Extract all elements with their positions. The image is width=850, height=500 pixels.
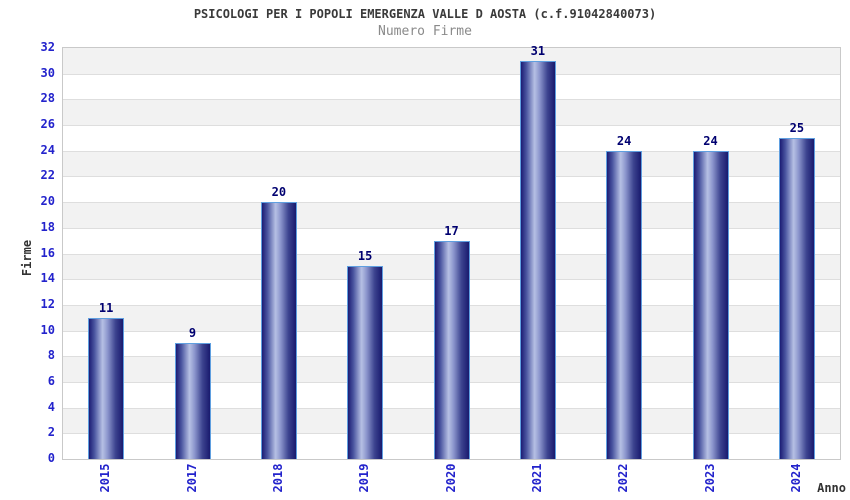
x-tick-label: 2017 [184, 463, 199, 493]
y-tick-label: 10 [40, 322, 55, 337]
y-tick-label: 24 [40, 142, 55, 157]
bar-2024 [778, 137, 815, 459]
y-tick-label: 28 [40, 91, 55, 106]
gridline [63, 73, 840, 75]
gridline [63, 227, 840, 229]
bar-2017 [174, 343, 211, 459]
gridline [63, 125, 840, 127]
bar-2022 [606, 150, 643, 459]
y-tick-label: 6 [47, 373, 55, 388]
y-tick-label: 8 [47, 348, 55, 363]
bar-2021 [519, 60, 556, 459]
bar-2015 [88, 317, 125, 459]
bar-value-label: 11 [98, 300, 114, 315]
y-tick-label: 22 [40, 168, 55, 183]
plot-area: 11 9 20 15 17 31 24 24 25 [62, 43, 841, 460]
x-tick-label: 2023 [702, 463, 717, 493]
gridline [63, 150, 840, 152]
x-tick-label: 2024 [788, 463, 803, 493]
y-axis-title: Firme [20, 239, 34, 277]
background-band [63, 99, 840, 126]
y-tick-label: 0 [47, 451, 55, 465]
bar-value-label: 31 [530, 43, 546, 58]
background-band [63, 125, 840, 151]
x-tick-label: 2019 [357, 463, 372, 493]
bar-value-label: 24 [616, 133, 632, 148]
x-tick-label: 2022 [616, 463, 631, 493]
gridline [63, 99, 840, 101]
bar-value-label: 15 [357, 249, 373, 264]
bar-value-label: 24 [703, 133, 718, 148]
chart-subtitle: Numero Firme [378, 24, 472, 39]
x-axis-title: Anno [817, 481, 846, 495]
y-tick-label: 26 [40, 117, 55, 132]
y-tick-label: 32 [40, 40, 55, 54]
bar-2020 [433, 240, 470, 459]
y-tick-label: 18 [40, 219, 55, 234]
gridline [63, 202, 840, 204]
y-tick-label: 2 [47, 425, 55, 440]
bar-value-label: 25 [789, 120, 805, 135]
bar-value-label: 9 [188, 326, 197, 341]
y-tick-label: 14 [40, 271, 55, 286]
y-tick-label: 20 [40, 194, 55, 209]
y-tick-label: 12 [40, 296, 55, 311]
bar-2018 [260, 202, 297, 459]
x-tick-label: 2020 [443, 463, 458, 493]
x-tick-label: 2021 [529, 463, 544, 493]
background-band [63, 48, 840, 74]
y-tick-label: 16 [40, 245, 55, 260]
bar-2019 [347, 266, 384, 459]
bar-2023 [692, 150, 729, 459]
x-tick-label: 2015 [98, 463, 113, 493]
bar-value-label: 20 [271, 185, 287, 200]
gridline [63, 176, 840, 178]
background-band [63, 73, 840, 100]
chart-title: PSICOLOGI PER I POPOLI EMERGENZA VALLE D… [193, 7, 657, 21]
x-tick-label: 2018 [270, 463, 285, 493]
y-tick-label: 30 [40, 65, 55, 80]
bar-value-label: 17 [444, 223, 459, 238]
y-tick-label: 4 [47, 399, 55, 414]
